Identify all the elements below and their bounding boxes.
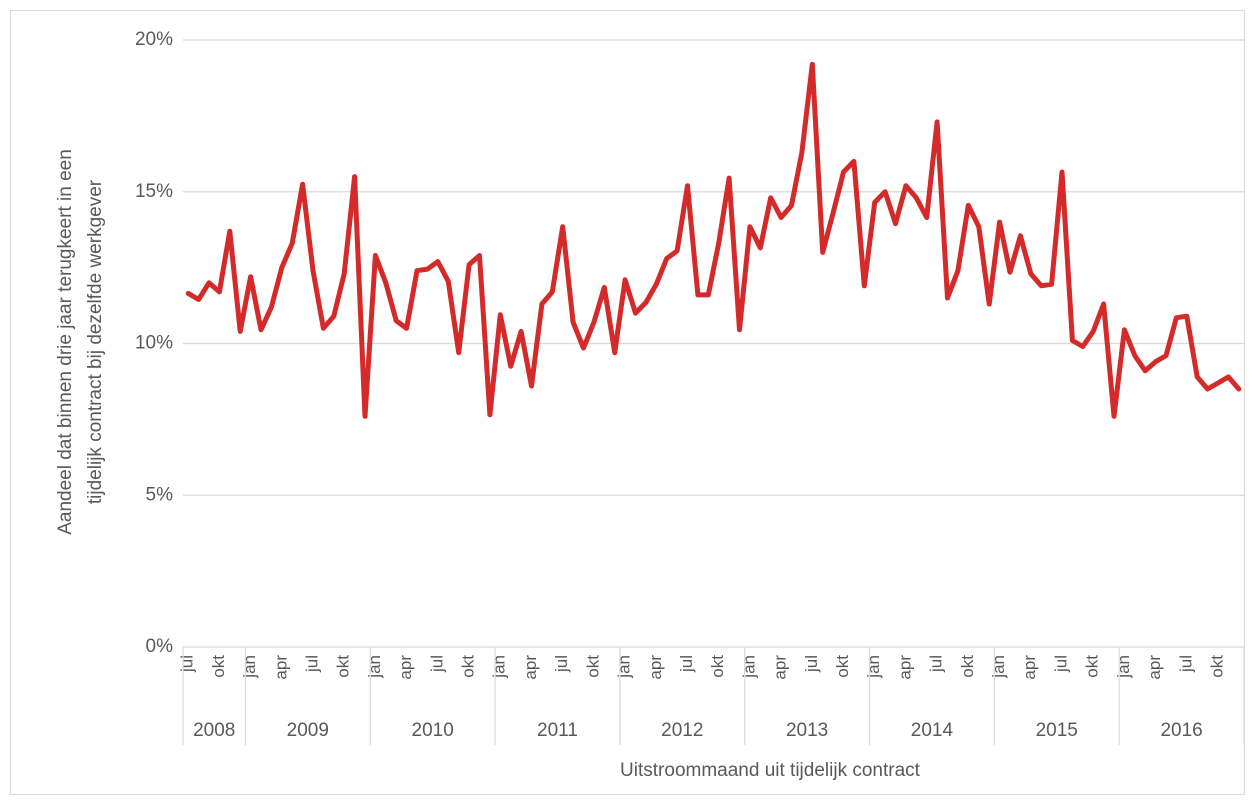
x-tick-label: jul	[427, 655, 446, 673]
x-tick-label: okt	[1083, 655, 1102, 678]
year-label: 2009	[287, 720, 329, 741]
year-label: 2016	[1160, 720, 1202, 741]
year-label: 2011	[537, 720, 578, 741]
x-tick-label: apr	[396, 655, 415, 680]
y-tick-label: 10%	[135, 333, 173, 354]
x-tick-label: jan	[615, 655, 634, 679]
chart-border	[10, 10, 1245, 795]
x-tick-label: okt	[708, 655, 727, 678]
x-tick-label: jul	[1051, 655, 1070, 673]
x-tick-label: apr	[771, 655, 790, 680]
x-tick-label: okt	[833, 655, 852, 678]
x-tick-label: okt	[958, 655, 977, 678]
data-line	[185, 61, 1242, 419]
x-tick-label: jul	[178, 655, 197, 673]
year-label: 2015	[1036, 720, 1078, 741]
x-tick-label: jul	[552, 655, 571, 673]
x-tick-label: jul	[303, 655, 322, 673]
year-label: 2012	[661, 720, 703, 741]
x-tick-label: jul	[927, 655, 946, 673]
x-tick-label: jan	[490, 655, 509, 679]
x-tick-label: jan	[240, 655, 259, 679]
year-label: 2010	[412, 720, 454, 741]
year-label: 2013	[786, 720, 828, 741]
x-tick-label: okt	[459, 655, 478, 678]
x-tick-label: jul	[677, 655, 696, 673]
x-tick-label: okt	[583, 655, 602, 678]
x-tick-label: jan	[1114, 655, 1133, 679]
y-tick-label: 5%	[146, 484, 174, 505]
x-tick-label: apr	[521, 655, 540, 680]
year-label: 2014	[911, 720, 954, 741]
x-tick-label: jul	[802, 655, 821, 673]
x-tick-label: apr	[1145, 655, 1164, 680]
y-tick-label: 15%	[135, 181, 173, 202]
x-tick-label: apr	[271, 655, 290, 680]
x-tick-label: apr	[1020, 655, 1039, 680]
year-label: 2008	[193, 720, 235, 741]
x-tick-label: jan	[365, 655, 384, 679]
x-tick-label: jan	[864, 655, 883, 679]
x-axis-label: Uitstroommaand uit tijdelijk contract	[620, 760, 921, 781]
x-tick-label: okt	[1207, 655, 1226, 678]
y-axis-label: Aandeel dat binnen drie jaar terugkeert …	[55, 149, 76, 535]
y-tick-label: 20%	[135, 29, 173, 50]
y-tick-label: 0%	[146, 636, 174, 657]
x-tick-label: jul	[1176, 655, 1195, 673]
y-axis-label: tijdelijk contract bij dezelfde werkgeve…	[85, 179, 106, 504]
x-tick-label: apr	[646, 655, 665, 680]
x-tick-label: okt	[209, 655, 228, 678]
x-tick-label: okt	[334, 655, 353, 678]
x-tick-label: jan	[739, 655, 758, 679]
x-tick-label: apr	[895, 655, 914, 680]
x-tick-label: jan	[989, 655, 1008, 679]
